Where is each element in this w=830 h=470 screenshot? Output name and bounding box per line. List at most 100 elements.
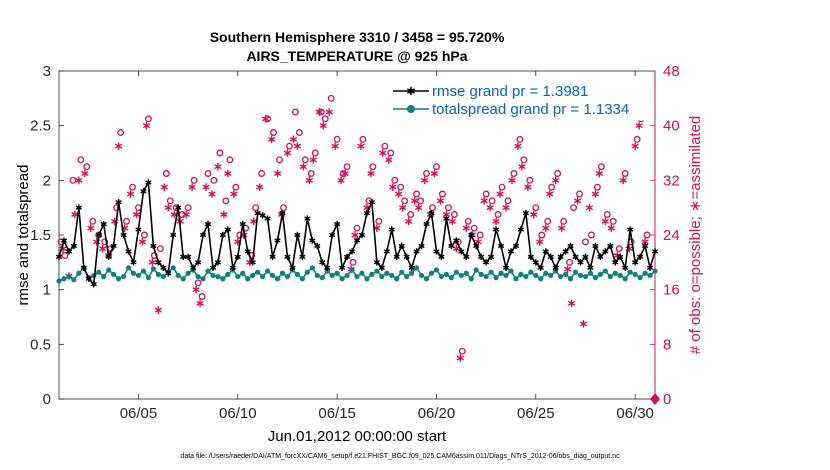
y-right-tick-label: 16 <box>663 282 680 299</box>
totalspread-point <box>518 271 524 277</box>
obs-assimilated-point <box>283 149 292 157</box>
rmse-point <box>224 226 231 233</box>
obs-assimilated-point <box>591 190 600 198</box>
totalspread-point <box>617 272 623 279</box>
rmse-point <box>453 237 460 244</box>
rmse-point-dot <box>554 266 558 270</box>
totalspread-point <box>210 272 216 279</box>
rmse-point <box>239 220 246 228</box>
x-tick-label: 06/25 <box>517 405 555 422</box>
rmse-point <box>398 242 405 250</box>
obs-possible-point <box>353 224 361 232</box>
rmse-point-dot <box>251 260 255 264</box>
obs-possible-point <box>423 170 430 177</box>
rmse-point <box>274 237 281 244</box>
obs-assimilated-point <box>399 203 407 212</box>
obs-possible-point <box>162 170 170 177</box>
rmse-point <box>542 248 549 255</box>
rmse-point <box>189 264 197 271</box>
totalspread-point <box>548 272 554 279</box>
rmse-point <box>319 259 326 266</box>
rmse-point-dot <box>434 249 439 253</box>
rmse-point <box>408 264 415 271</box>
rmse-point <box>348 248 356 255</box>
totalspread-point <box>602 268 608 274</box>
totalspread-point <box>558 273 564 280</box>
obs-assimilated-point <box>480 197 488 205</box>
obs-assimilated-point <box>536 238 544 246</box>
rmse-point <box>383 248 390 255</box>
obs-assimilated-point <box>160 183 168 191</box>
rmse-point <box>324 264 331 271</box>
rmse-point-dot <box>410 266 414 270</box>
obs-possible-point <box>482 190 490 198</box>
rmse-point-dot <box>275 238 280 243</box>
obs-assimilated-point <box>436 197 445 205</box>
rmse-point-dot <box>156 260 160 264</box>
totalspread-point <box>61 276 67 282</box>
rmse-point-dot <box>102 222 106 226</box>
x-tick-label: 06/10 <box>219 405 257 422</box>
rmse-point-dot <box>544 249 548 253</box>
rmse-point-dot <box>613 260 617 264</box>
obs-assimilated-point <box>530 210 538 219</box>
obs-possible-point <box>166 197 174 205</box>
obs-possible-point <box>194 279 202 287</box>
totalspread-point <box>274 276 281 282</box>
rmse-point <box>170 231 177 239</box>
rmse-point <box>165 270 172 277</box>
rmse-point <box>229 264 236 271</box>
rmse-point <box>249 259 256 266</box>
obs-assimilated-point <box>202 183 210 191</box>
y-right-tick-label: 0 <box>663 391 671 408</box>
rmse-point-dot <box>340 266 344 270</box>
obs-possible-point <box>381 142 389 150</box>
totalspread-point <box>284 273 291 280</box>
obs-possible-point <box>597 163 605 171</box>
rmse-point <box>423 220 430 228</box>
totalspread-point <box>250 272 256 279</box>
rmse-point-dot <box>176 206 180 210</box>
rmse-point-dot <box>415 249 419 253</box>
x-tick-label: 06/30 <box>616 405 654 422</box>
totalspread-point <box>334 270 340 276</box>
y-left-tick-label: 0 <box>43 391 51 408</box>
rmse-point <box>443 215 450 222</box>
obs-possible-point <box>232 183 240 191</box>
obs-assimilated-point <box>430 169 439 178</box>
rmse-point-dot <box>216 260 220 264</box>
totalspread-point <box>597 271 603 277</box>
obs-assimilated-point <box>164 203 172 212</box>
totalspread-point <box>235 273 241 280</box>
rmse-point-dot <box>161 266 165 270</box>
rmse-point <box>487 253 495 261</box>
rmse-point-dot <box>390 227 394 232</box>
rmse-point <box>597 253 604 261</box>
totalspread-point <box>379 273 385 280</box>
totalspread-point <box>438 273 445 280</box>
rmse-point-dot <box>648 266 652 270</box>
obs-possible-point <box>433 163 440 171</box>
obs-assimilated-point <box>154 306 162 314</box>
totalspread-point <box>130 270 137 276</box>
rmse-point-dot <box>226 227 230 232</box>
obs-possible-point <box>532 204 540 212</box>
obs-assimilated-point <box>514 142 522 150</box>
totalspread-point <box>582 273 589 280</box>
rmse-point-dot <box>82 266 86 270</box>
totalspread-point <box>180 276 186 282</box>
obs-assimilated-point <box>337 176 345 185</box>
obs-possible-point <box>510 170 518 177</box>
obs-possible-point <box>603 211 611 218</box>
obs-assimilated-point <box>631 142 639 150</box>
obs-possible-point <box>464 217 472 225</box>
obs-possible-point <box>544 217 552 225</box>
totalspread-point <box>503 272 509 279</box>
totalspread-point <box>294 271 300 277</box>
rmse-point <box>478 253 485 261</box>
rmse-point <box>259 212 266 219</box>
totalspread-point <box>453 269 459 275</box>
totalspread-point <box>563 271 569 277</box>
obs-assimilated-point <box>250 217 258 226</box>
rmse-point <box>294 231 301 239</box>
